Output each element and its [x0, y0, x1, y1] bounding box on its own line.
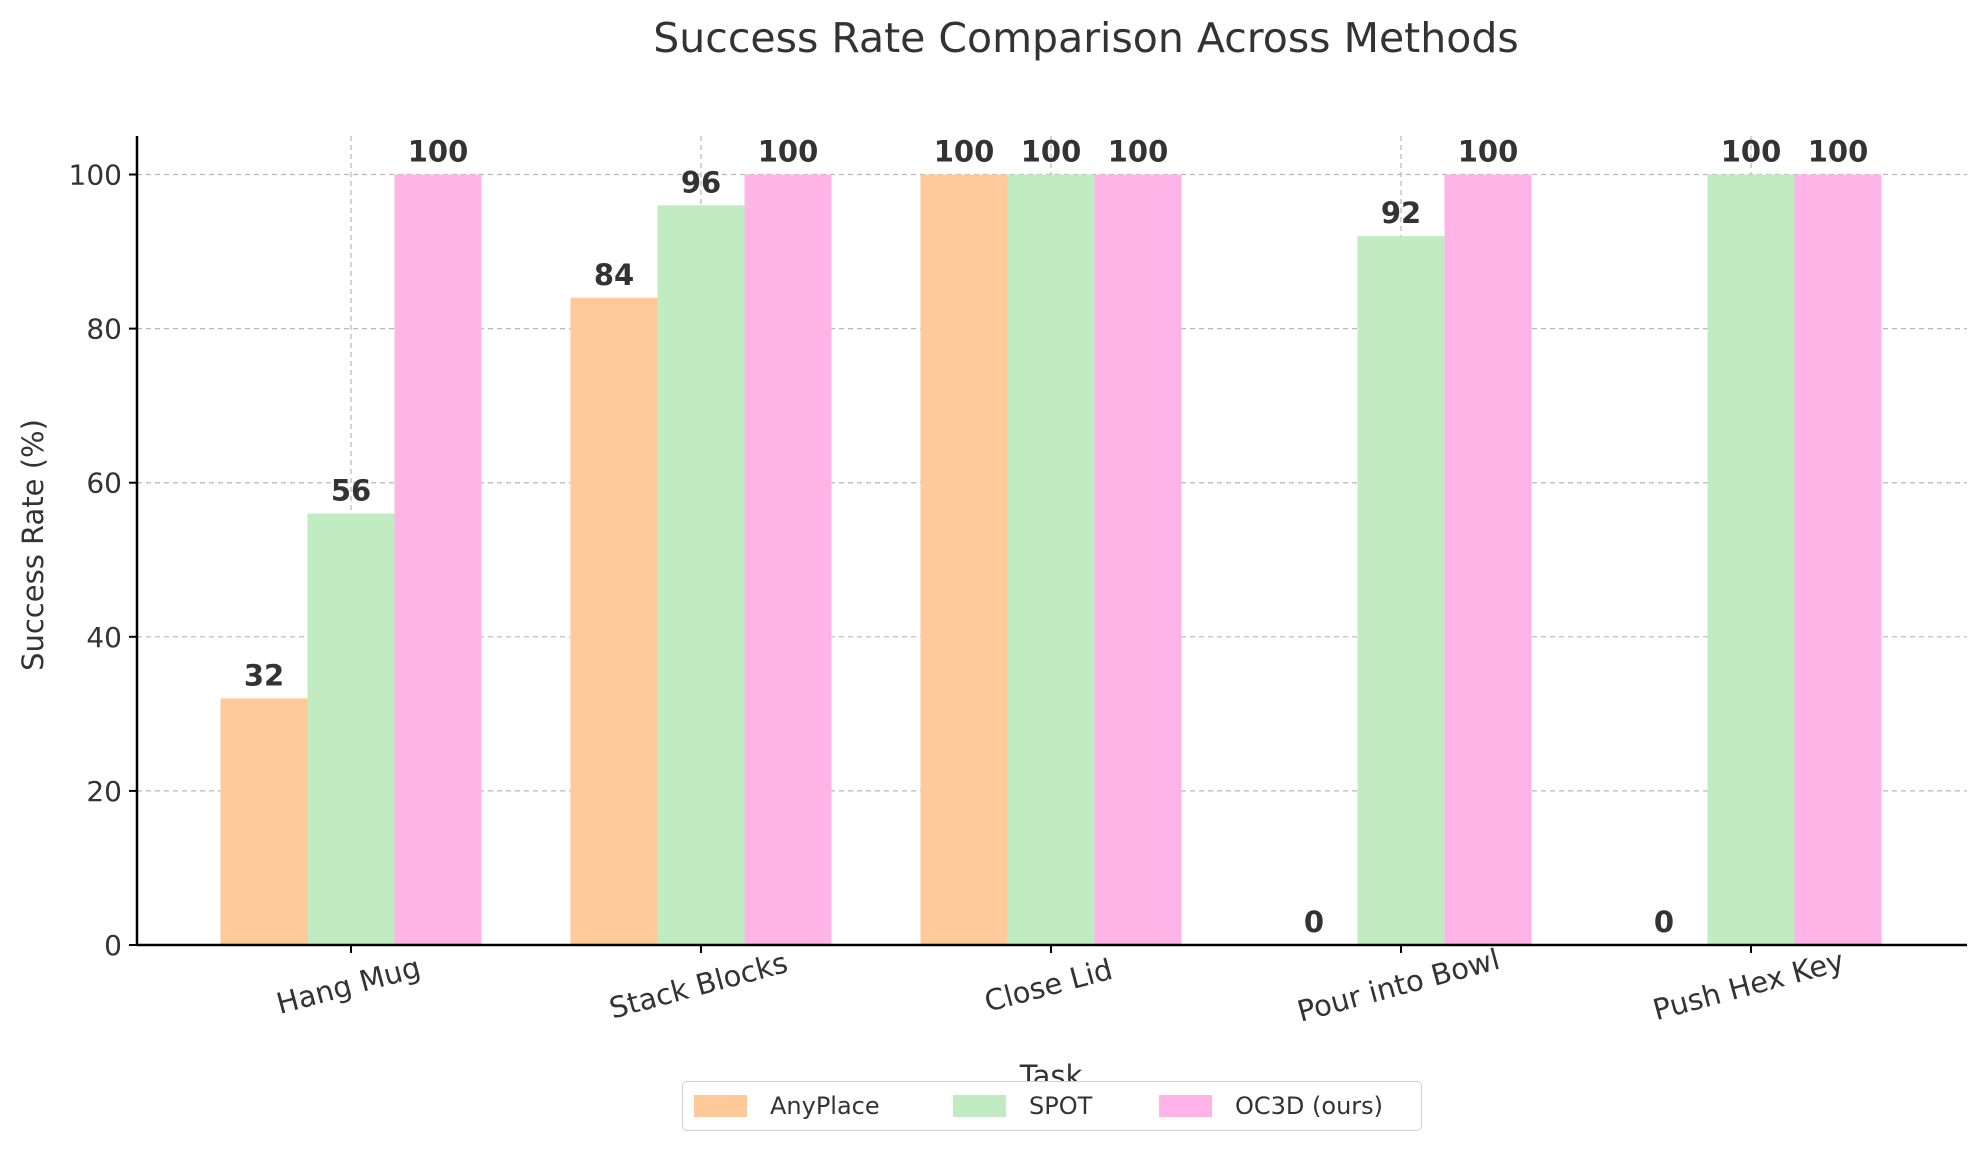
y-tick-label-40: 40: [86, 621, 122, 654]
x-tick-label-pour-into-bowl: Pour into Bowl: [1294, 942, 1504, 1029]
y-tick-label-0: 0: [104, 929, 122, 962]
bar-oc3d-ours-push-hex-key: [1794, 174, 1882, 945]
y-tick-label-60: 60: [86, 467, 122, 500]
legend-label-oc3d: OC3D (ours): [1235, 1092, 1384, 1120]
x-tick-label-hang-mug: Hang Mug: [273, 950, 424, 1021]
bar-spot-stack-blocks: [657, 205, 745, 946]
legend-item-oc3d: OC3D (ours): [1159, 1082, 1383, 1130]
data-label-oc3d-ours-hang-mug: 100: [408, 135, 469, 169]
y-tick-label-100: 100: [69, 159, 122, 192]
legend-item-spot: SPOT: [953, 1082, 1092, 1130]
data-label-spot-stack-blocks: 96: [681, 165, 721, 199]
x-tick-label-close-lid: Close Lid: [981, 952, 1116, 1019]
legend-item-anyplace: AnyPlace: [694, 1082, 880, 1130]
data-label-spot-push-hex-key: 100: [1721, 135, 1782, 169]
data-label-oc3d-ours-stack-blocks: 100: [758, 135, 819, 169]
legend-label-anyplace: AnyPlace: [770, 1092, 880, 1120]
legend-swatch-spot: [953, 1095, 1006, 1117]
data-label-oc3d-ours-pour-into-bowl: 100: [1458, 135, 1519, 169]
bar-spot-hang-mug: [307, 513, 395, 945]
data-label-oc3d-ours-push-hex-key: 100: [1808, 135, 1869, 169]
bar-spot-close-lid: [1007, 174, 1095, 945]
data-label-anyplace-push-hex-key: 0: [1654, 905, 1674, 939]
legend-swatch-oc3d: [1159, 1095, 1212, 1117]
data-label-anyplace-close-lid: 100: [934, 135, 995, 169]
legend: AnyPlace SPOT OC3D (ours): [682, 1081, 1422, 1131]
data-label-spot-close-lid: 100: [1021, 135, 1082, 169]
bar-oc3d-ours-stack-blocks: [744, 174, 832, 945]
bar-anyplace-close-lid: [920, 174, 1008, 945]
bar-oc3d-ours-hang-mug: [394, 174, 482, 945]
bar-oc3d-ours-pour-into-bowl: [1444, 174, 1532, 945]
y-ticks: 0 20 40 60 80 100: [69, 159, 137, 962]
legend-label-spot: SPOT: [1029, 1092, 1093, 1120]
data-label-anyplace-stack-blocks: 84: [594, 258, 634, 292]
data-label-spot-hang-mug: 56: [331, 474, 371, 508]
x-ticks: Hang Mug Stack Blocks Close Lid Pour into B…: [273, 942, 1848, 1029]
bar-anyplace-stack-blocks: [570, 297, 658, 945]
bar-spot-pour-into-bowl: [1357, 236, 1445, 945]
data-label-oc3d-ours-close-lid: 100: [1108, 135, 1169, 169]
bar-anyplace-hang-mug: [220, 698, 308, 945]
y-axis-label: Success Rate (%): [16, 419, 50, 671]
x-tick-label-push-hex-key: Push Hex Key: [1649, 944, 1847, 1028]
legend-swatch-anyplace: [694, 1095, 747, 1117]
bar-spot-push-hex-key: [1707, 174, 1795, 945]
y-tick-label-80: 80: [86, 313, 122, 346]
bars: [220, 174, 1882, 946]
data-label-spot-pour-into-bowl: 92: [1381, 196, 1421, 230]
bar-oc3d-ours-close-lid: [1094, 174, 1182, 945]
data-labels: 32 56 100 84 96 100 100 100 100 0 92 100 0 100 100: [244, 135, 1868, 939]
data-label-anyplace-hang-mug: 32: [244, 658, 284, 692]
x-tick-label-stack-blocks: Stack Blocks: [606, 945, 792, 1025]
y-tick-label-20: 20: [86, 775, 122, 808]
chart-title: Success Rate Comparison Across Methods: [653, 14, 1518, 62]
data-label-anyplace-pour-into-bowl: 0: [1304, 905, 1324, 939]
